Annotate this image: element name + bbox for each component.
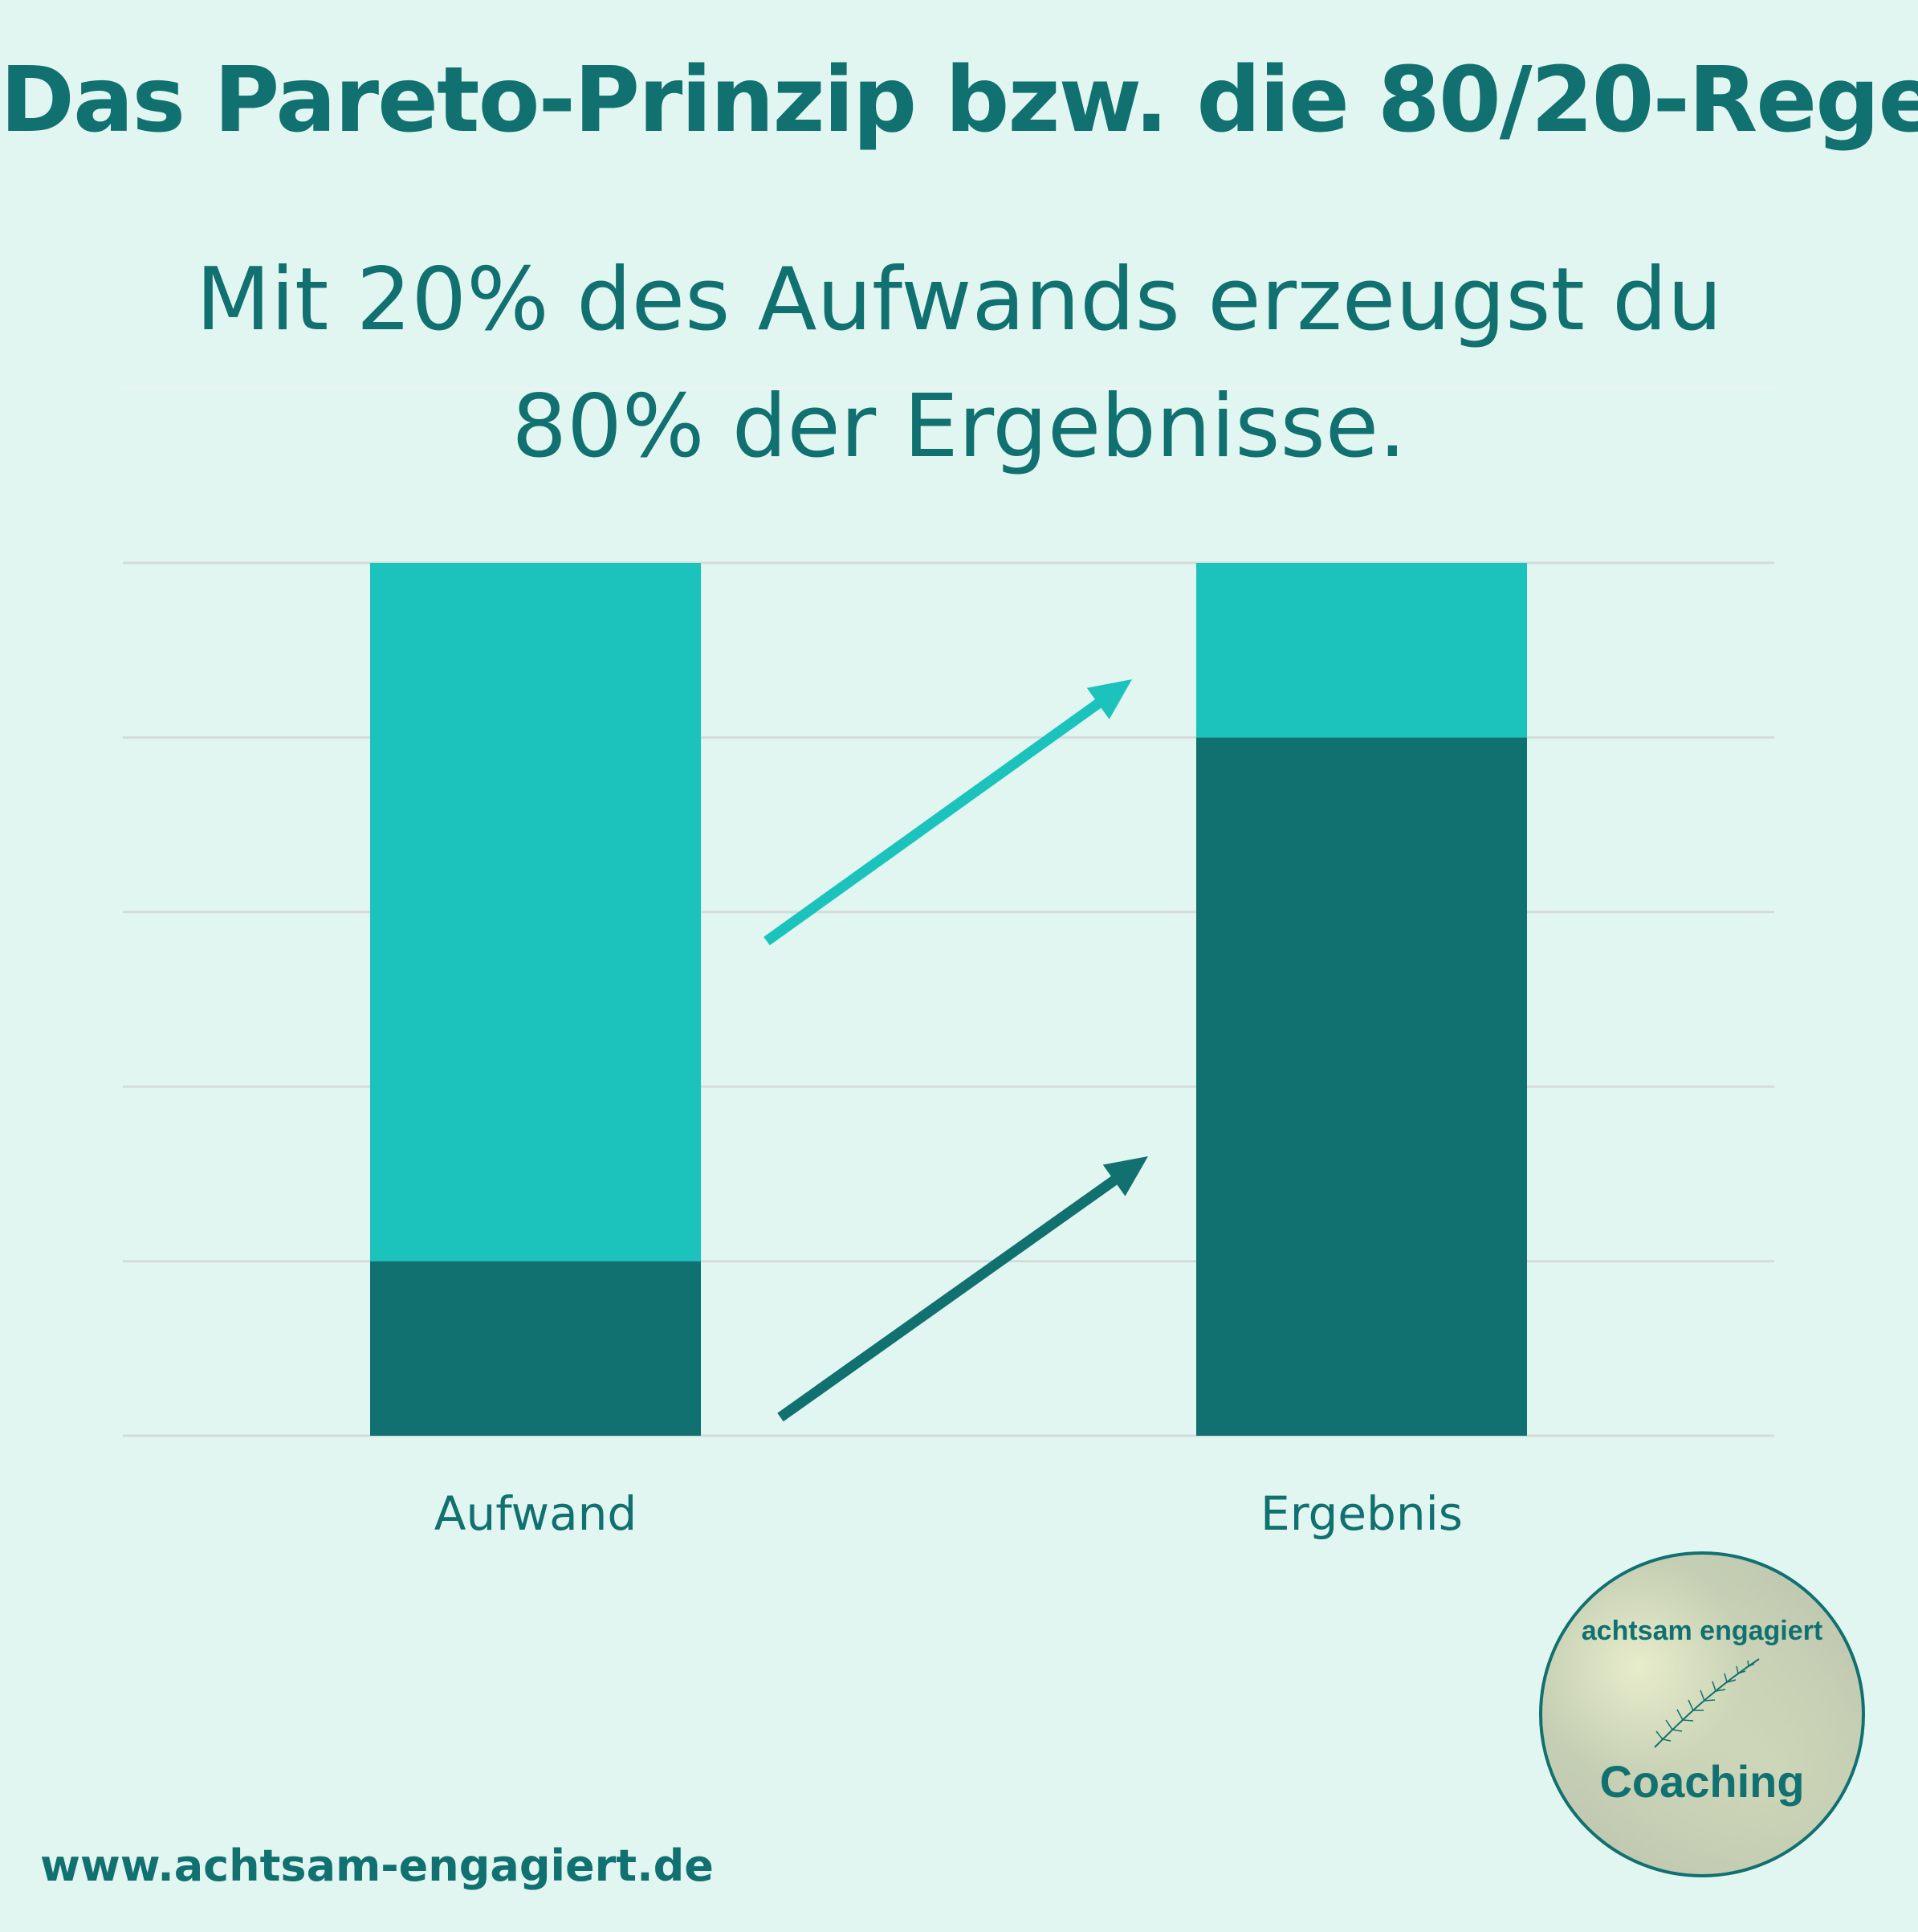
arrow-head-2 bbox=[1102, 1156, 1148, 1196]
subtitle-line-1: Mit 20% des Aufwands erzeugst du bbox=[195, 250, 1723, 350]
coaching-logo: achtsam engagiert Coaching bbox=[1539, 1551, 1865, 1877]
fern-leaf-icon bbox=[1654, 1658, 1760, 1748]
logo-top-text: achtsam engagiert bbox=[1581, 1616, 1823, 1646]
bar-aufwand-segment-2 bbox=[370, 563, 701, 1262]
page-title: Das Pareto-Prinzip bzw. die 80/20-Regel bbox=[0, 48, 1918, 153]
arrow-head-1 bbox=[1086, 679, 1132, 719]
subtitle-line-2: 80% der Ergebnisse. bbox=[511, 377, 1407, 477]
footer-url[interactable]: www.achtsam-engagiert.de bbox=[40, 1840, 714, 1891]
logo-bottom-text: Coaching bbox=[1599, 1756, 1805, 1807]
bar-aufwand-segment-1 bbox=[370, 1261, 701, 1436]
arrow-shaft-2 bbox=[777, 1174, 1120, 1422]
bar-ergebnis-segment-2 bbox=[1196, 563, 1527, 738]
page-subtitle: Mit 20% des Aufwands erzeugst du 80% der… bbox=[0, 237, 1918, 491]
bar-ergebnis-segment-1 bbox=[1196, 737, 1527, 1436]
category-label-ergebnis: Ergebnis bbox=[1260, 1486, 1463, 1541]
category-label-aufwand: Aufwand bbox=[434, 1486, 637, 1541]
arrow-shaft-1 bbox=[764, 697, 1104, 946]
